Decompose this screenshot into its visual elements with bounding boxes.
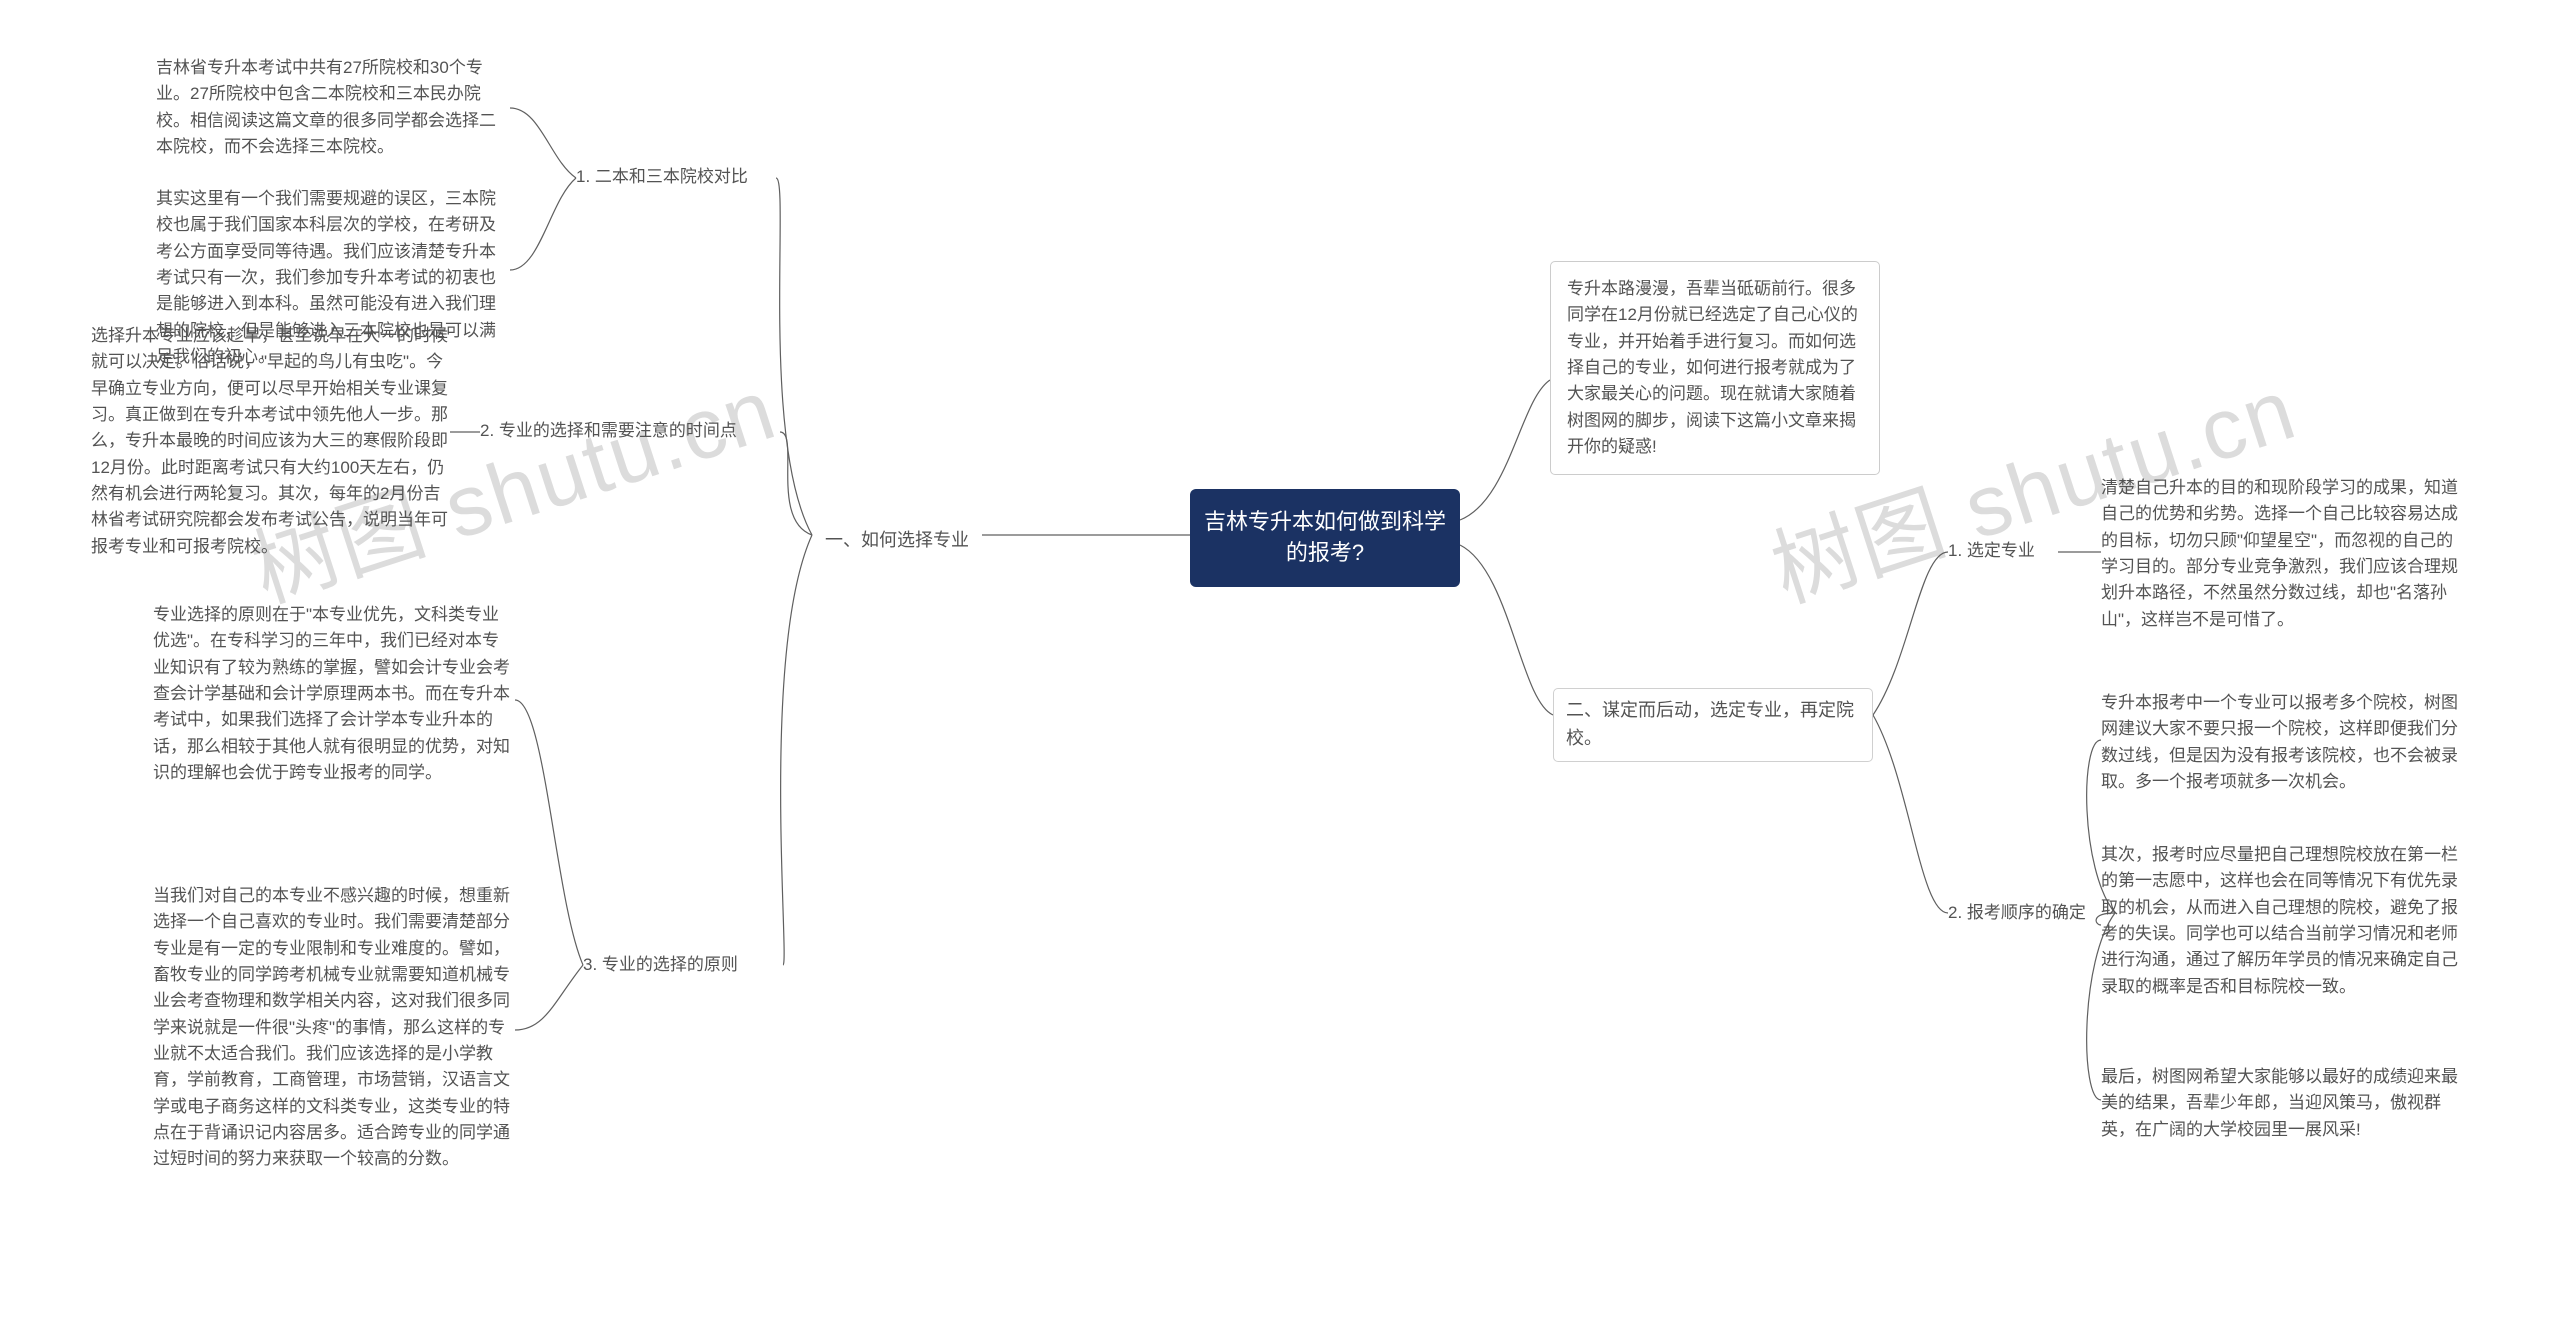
- right-branch: 二、谋定而后动，选定专业，再定院校。: [1553, 688, 1873, 762]
- right-leaf-2b: 其次，报考时应尽量把自己理想院校放在第一栏的第一志愿中，这样也会在同等情况下有优…: [2101, 842, 2461, 1000]
- right-leaf-1: 清楚自己升本的目的和现阶段学习的成果，知道自己的优势和劣势。选择一个自己比较容易…: [2101, 475, 2461, 633]
- root-text: 吉林专升本如何做到科学的报考?: [1204, 509, 1446, 565]
- left-mid-1: 1. 二本和三本院校对比: [576, 164, 748, 190]
- left-branch-label: 一、如何选择专业: [825, 530, 969, 550]
- left-branch: 一、如何选择专业: [812, 518, 982, 564]
- left-mid-3: 3. 专业的选择的原则: [583, 952, 738, 978]
- left-leaf-3a: 专业选择的原则在于"本专业优先，文科类专业优选"。在专科学习的三年中，我们已经对…: [153, 602, 513, 786]
- left-leaf-3b: 当我们对自己的本专业不感兴趣的时候，想重新选择一个自己喜欢的专业时。我们需要清楚…: [153, 883, 513, 1173]
- right-branch-label: 二、谋定而后动，选定专业，再定院校。: [1566, 700, 1854, 748]
- right-mid-2: 2. 报考顺序的确定: [1948, 900, 2086, 926]
- right-leaf-2a: 专升本报考中一个专业可以报考多个院校，树图网建议大家不要只报一个院校，这样即便我…: [2101, 690, 2461, 795]
- intro-text: 专升本路漫漫，吾辈当砥砺前行。很多同学在12月份就已经选定了自己心仪的专业，并开…: [1567, 279, 1858, 456]
- right-leaf-2c: 最后，树图网希望大家能够以最好的成绩迎来最美的结果，吾辈少年郎，当迎风策马，傲视…: [2101, 1064, 2461, 1143]
- right-mid-1: 1. 选定专业: [1948, 538, 2035, 564]
- left-mid-2: 2. 专业的选择和需要注意的时间点: [480, 418, 737, 444]
- left-leaf-1a: 吉林省专升本考试中共有27所院校和30个专业。27所院校中包含二本院校和三本民办…: [156, 55, 506, 160]
- left-leaf-2: 选择升本专业应该趁早，甚至说早在大一的时候就可以决定。俗话说，"早起的鸟儿有虫吃…: [91, 323, 449, 560]
- intro-box: 专升本路漫漫，吾辈当砥砺前行。很多同学在12月份就已经选定了自己心仪的专业，并开…: [1550, 261, 1880, 475]
- root-node: 吉林专升本如何做到科学的报考?: [1190, 489, 1460, 587]
